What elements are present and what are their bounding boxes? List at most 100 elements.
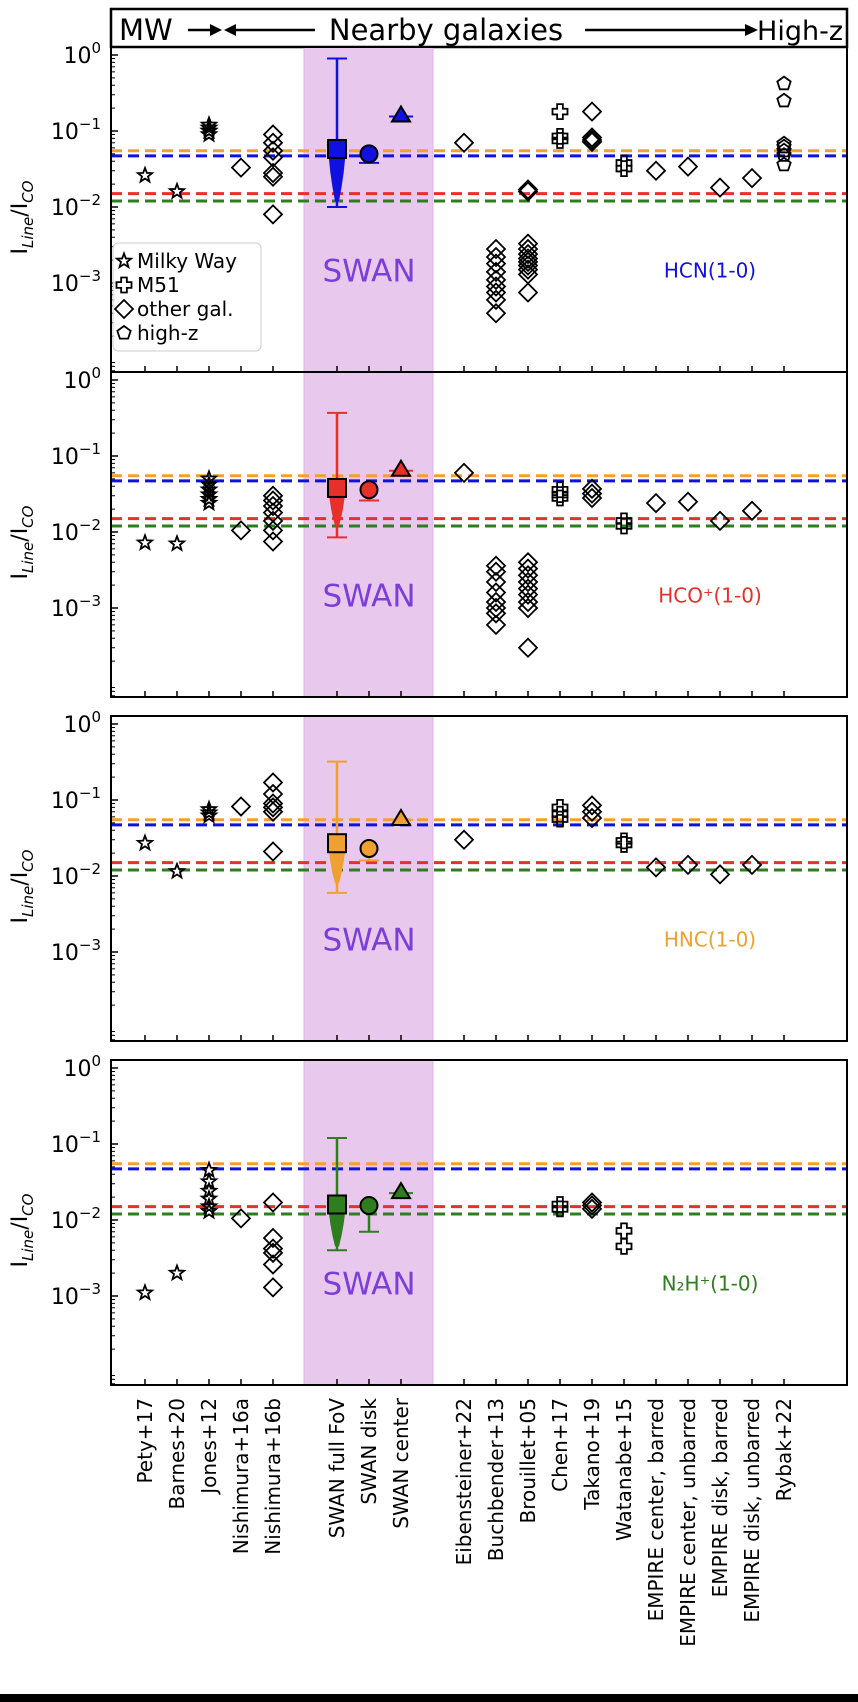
y-tick-label: 10−1 xyxy=(51,115,101,145)
swan-label: SWAN xyxy=(322,254,415,290)
swan-center-triangle xyxy=(390,1181,412,1200)
legend-label: high-z xyxy=(137,321,198,345)
diamond-marker xyxy=(485,246,507,268)
x-category-label: Pety+17 xyxy=(133,1398,157,1484)
x-category-label: Rybak+22 xyxy=(772,1398,796,1501)
y-axis-label: ILine/ICO xyxy=(8,505,37,579)
swan-center-triangle xyxy=(390,458,412,477)
diamond-marker xyxy=(517,597,539,619)
diamond-marker xyxy=(230,796,252,817)
diamond-marker xyxy=(485,238,507,260)
panel-4: SWAN 100 10−1 10−2 10−3 ILine/ICO N₂H⁺(1-0) xyxy=(8,1052,848,1386)
diamond-marker xyxy=(485,614,507,636)
diamond-marker xyxy=(517,584,539,605)
diamond-marker xyxy=(581,1195,603,1216)
cross-marker xyxy=(551,132,569,149)
diamond-marker xyxy=(262,520,284,541)
diamond-marker xyxy=(262,1254,284,1275)
diamond-marker xyxy=(581,129,603,151)
x-category-label: EMPIRE disk, barred xyxy=(708,1398,732,1597)
diamond-marker xyxy=(517,591,539,613)
cross-marker xyxy=(615,836,633,853)
diamond-marker xyxy=(485,603,507,624)
pentagon-marker xyxy=(776,75,792,91)
x-category-label: Brouillet+05 xyxy=(516,1398,540,1523)
diamond-marker xyxy=(453,462,475,484)
swan-center-triangle xyxy=(390,808,412,826)
diamond-marker xyxy=(517,181,539,202)
star-marker xyxy=(167,1263,187,1282)
diamond-marker xyxy=(677,156,699,177)
diamond-marker xyxy=(262,490,284,511)
diamond-marker xyxy=(581,127,603,148)
diamond-marker xyxy=(485,555,507,576)
axes-frame xyxy=(110,715,848,1042)
swan-fov-square xyxy=(327,1194,347,1215)
x-category-label: Takano+19 xyxy=(580,1398,604,1511)
axes-frame xyxy=(110,1059,848,1386)
diamond-marker xyxy=(709,177,731,198)
star-marker xyxy=(199,1181,219,1200)
diamond-marker xyxy=(262,797,284,818)
diamond-marker xyxy=(453,829,475,851)
diamond-marker xyxy=(262,132,284,154)
x-category-label: Nishimura+16b xyxy=(261,1398,285,1555)
panel-1: SWAN 100 10−1 10−2 10−3 ILine/ICO HCN(1-0) Milk… xyxy=(8,39,848,373)
diamond-marker xyxy=(262,1192,284,1213)
y-tick-label: 10−2 xyxy=(51,860,101,890)
legend-cross-icon xyxy=(115,276,133,294)
panels: SWAN 100 10−1 10−2 10−3 ILine/ICO HCN(1-0) Milk… xyxy=(8,39,848,1386)
axes-frame xyxy=(110,371,848,698)
y-tick-label: 10−2 xyxy=(51,191,101,221)
star-marker xyxy=(199,805,219,824)
diamond-marker xyxy=(581,131,603,153)
diamond-marker xyxy=(645,492,667,514)
diamond-marker xyxy=(517,551,539,573)
diamond-marker xyxy=(485,261,507,283)
star-marker xyxy=(199,493,219,512)
diamond-marker xyxy=(262,510,284,532)
swan-disk-circle xyxy=(359,839,379,859)
x-category-label: Buchbender+13 xyxy=(484,1398,508,1561)
diamond-marker xyxy=(741,854,763,876)
y-tick-label: 10−3 xyxy=(51,936,101,966)
y-tick-label: 10−1 xyxy=(51,784,101,814)
diamond-marker xyxy=(581,1192,603,1213)
header-arrows xyxy=(188,24,758,36)
diamond-marker xyxy=(517,558,539,579)
cross-marker xyxy=(551,103,569,120)
y-tick-label: 10−2 xyxy=(51,1204,101,1234)
diamond-marker xyxy=(581,483,603,504)
diamond-marker xyxy=(741,167,763,189)
diamond-marker xyxy=(581,807,603,829)
diamond-marker xyxy=(262,531,284,552)
x-tick-labels: Pety+17 Barnes+20 Jones+12 Nishimura+16a Nis… xyxy=(133,1397,796,1647)
diamond-marker xyxy=(517,564,539,586)
swan-center-triangle xyxy=(390,104,412,123)
x-category-label: Jones+12 xyxy=(197,1398,221,1496)
swan-band xyxy=(303,46,434,373)
star-marker xyxy=(199,802,219,821)
star-marker xyxy=(199,114,219,134)
bottom-bar xyxy=(0,1694,858,1702)
x-category-label: EMPIRE center, unbarred xyxy=(676,1398,700,1647)
diamond-marker xyxy=(581,478,603,500)
diamond-marker xyxy=(581,487,603,509)
diamond-marker xyxy=(262,162,284,184)
diamond-marker xyxy=(453,132,475,154)
y-tick-label: 10−3 xyxy=(51,592,101,622)
cross-marker xyxy=(551,489,569,507)
diamond-marker xyxy=(262,147,284,168)
diamond-marker xyxy=(262,1238,284,1259)
diamond-marker xyxy=(517,238,539,260)
x-category-label: SWAN center xyxy=(389,1397,413,1529)
diamond-marker xyxy=(709,864,731,885)
x-category-label: Watanabe+15 xyxy=(612,1398,636,1541)
diamond-marker xyxy=(262,1277,284,1298)
legend-diamond-icon xyxy=(113,298,135,320)
x-category-label: Eibensteiner+22 xyxy=(452,1398,476,1565)
molecular-line-label: HCN(1-0) xyxy=(664,259,756,283)
diamond-marker xyxy=(262,1227,284,1249)
y-tick-label: 100 xyxy=(63,39,101,69)
diamond-marker xyxy=(485,571,507,593)
